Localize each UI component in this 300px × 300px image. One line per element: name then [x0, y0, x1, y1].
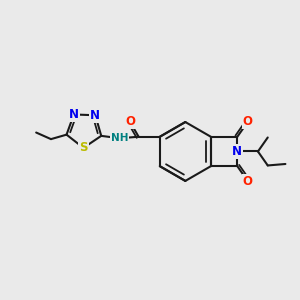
Text: N: N: [90, 109, 100, 122]
Text: O: O: [125, 116, 135, 128]
Text: O: O: [243, 115, 253, 128]
Text: NH: NH: [111, 133, 128, 143]
Text: S: S: [79, 141, 88, 154]
Text: O: O: [243, 175, 253, 188]
Text: N: N: [69, 108, 79, 121]
Text: N: N: [232, 145, 242, 158]
